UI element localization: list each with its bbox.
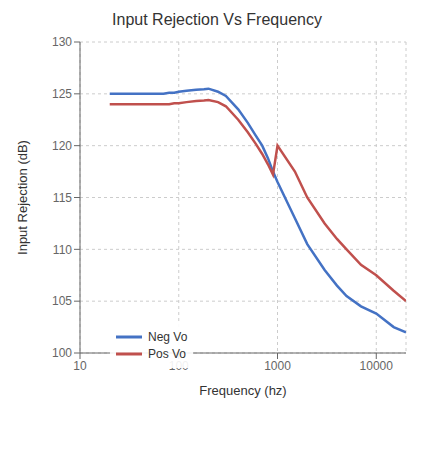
html-text:Neg Vo: Neg Vo	[148, 330, 188, 344]
svg-text:120: 120	[52, 139, 72, 153]
html-text:Input Rejection Vs Frequency: Input Rejection Vs Frequency	[112, 11, 322, 28]
svg-text:105: 105	[52, 294, 72, 308]
svg-text:10000: 10000	[360, 359, 394, 373]
svg-text:110: 110	[53, 243, 72, 257]
html-text:Pos Vo: Pos Vo	[148, 347, 186, 361]
svg-text:115: 115	[53, 191, 72, 205]
svg-text:125: 125	[52, 87, 72, 101]
svg-text:Input Rejection (dB): Input Rejection (dB)	[15, 140, 30, 255]
svg-text:10: 10	[73, 359, 87, 373]
svg-text:130: 130	[52, 35, 72, 49]
svg-text:1000: 1000	[264, 359, 291, 373]
svg-text:100: 100	[52, 346, 72, 360]
svg-text:100: 100	[169, 359, 189, 373]
svg-text:Frequency (hz): Frequency (hz)	[199, 383, 286, 398]
